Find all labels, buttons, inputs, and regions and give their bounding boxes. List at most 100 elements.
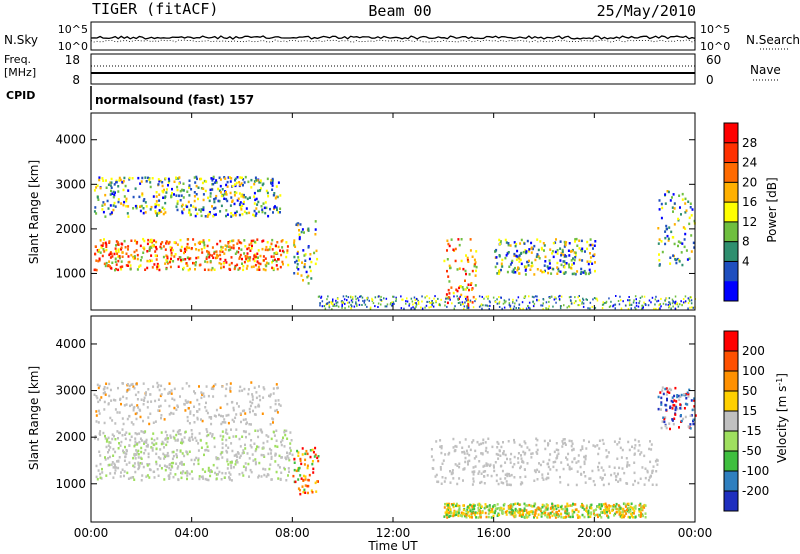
velocity-cell — [458, 477, 461, 480]
power-cell — [674, 302, 676, 305]
velocity-cell — [527, 515, 530, 518]
power-cell — [635, 298, 637, 301]
power-cell — [204, 189, 207, 193]
velocity-cell — [99, 430, 102, 433]
power-cell — [594, 269, 596, 273]
power-cell — [355, 298, 357, 301]
power-cell — [692, 241, 695, 245]
power-cell — [684, 227, 687, 230]
power-cell — [243, 200, 245, 204]
power-cell — [244, 196, 247, 199]
velocity-cell — [560, 505, 562, 509]
velocity-cell — [164, 468, 167, 472]
power-cell — [443, 259, 446, 263]
power-cell — [203, 179, 206, 183]
power-cell — [143, 239, 146, 243]
velocity-cell — [95, 414, 98, 417]
velocity-cell — [634, 516, 637, 519]
velocity-cell — [452, 446, 455, 449]
velocity-cell — [112, 466, 115, 469]
power-cell — [286, 251, 289, 254]
velocity-cell — [215, 456, 218, 459]
velocity-cell — [249, 404, 252, 408]
power-cell — [543, 264, 546, 267]
power-cell — [255, 212, 258, 215]
power-cell — [464, 279, 466, 282]
velocity-cell — [462, 508, 465, 512]
power-cell — [563, 272, 566, 275]
power-cell — [350, 303, 352, 306]
power-cell — [106, 199, 109, 203]
velocity-cell — [201, 468, 204, 471]
power-cell — [584, 271, 587, 275]
power-cell — [511, 270, 514, 273]
velocity-cell — [596, 505, 599, 508]
power-cell — [256, 260, 259, 263]
velocity-cell — [254, 462, 257, 466]
colorbar-swatch — [724, 471, 738, 492]
velocity-cell — [93, 393, 96, 396]
velocity-cell — [660, 408, 662, 411]
power-cell — [115, 180, 118, 184]
power-cell — [498, 269, 501, 272]
power-cell — [275, 264, 278, 267]
power-cell — [426, 295, 428, 298]
power-cell — [560, 305, 562, 307]
velocity-cell — [103, 391, 106, 394]
power-cell — [247, 246, 250, 250]
power-cell — [243, 239, 246, 242]
velocity-cell — [125, 452, 128, 455]
power-cell — [686, 258, 689, 261]
power-cell — [503, 306, 506, 309]
velocity-cell — [221, 385, 224, 388]
power-cell — [155, 191, 158, 194]
velocity-cell — [549, 439, 551, 442]
velocity-cell — [669, 427, 671, 431]
velocity-cell — [511, 465, 514, 469]
velocity-cell — [508, 511, 511, 514]
power-cell — [175, 194, 178, 197]
velocity-cell — [480, 472, 483, 475]
power-cell — [93, 189, 96, 192]
power-cell — [568, 263, 570, 266]
velocity-cell — [124, 433, 127, 436]
nsky-trace — [90, 35, 696, 40]
power-cell — [444, 300, 446, 303]
velocity-cell — [449, 481, 452, 484]
velocity-cell — [177, 432, 180, 435]
velocity-cell — [684, 402, 687, 406]
velocity-cell — [640, 451, 643, 454]
velocity-cell — [205, 428, 208, 431]
power-cell — [162, 255, 165, 259]
power-cell — [181, 210, 184, 213]
power-cell — [105, 261, 108, 265]
velocity-cell — [237, 405, 240, 408]
velocity-cell — [680, 419, 683, 423]
power-cell — [303, 263, 306, 266]
power-cell — [133, 255, 136, 258]
power-cell — [658, 208, 661, 211]
power-cell — [169, 265, 172, 269]
power-cell — [221, 250, 224, 253]
velocity-cell — [548, 516, 551, 519]
velocity-cell — [598, 506, 601, 509]
velocity-cell — [239, 385, 242, 389]
power-cell — [672, 305, 674, 308]
velocity-cell — [623, 509, 626, 513]
velocity-cell — [662, 392, 665, 396]
colorbar-swatch — [724, 431, 738, 452]
power-cell — [447, 242, 450, 246]
freq-unit-label: [MHz] — [4, 66, 36, 79]
power-cell — [257, 256, 259, 259]
velocity-cell — [202, 477, 205, 480]
velocity-cell — [226, 458, 229, 461]
power-cell — [134, 187, 137, 190]
power-cell — [110, 252, 113, 256]
power-cell — [504, 256, 507, 260]
power-cell — [128, 260, 131, 264]
power-cell — [211, 254, 214, 257]
velocity-cell — [190, 470, 193, 473]
power-cell — [296, 263, 299, 266]
power-cell — [139, 244, 142, 248]
